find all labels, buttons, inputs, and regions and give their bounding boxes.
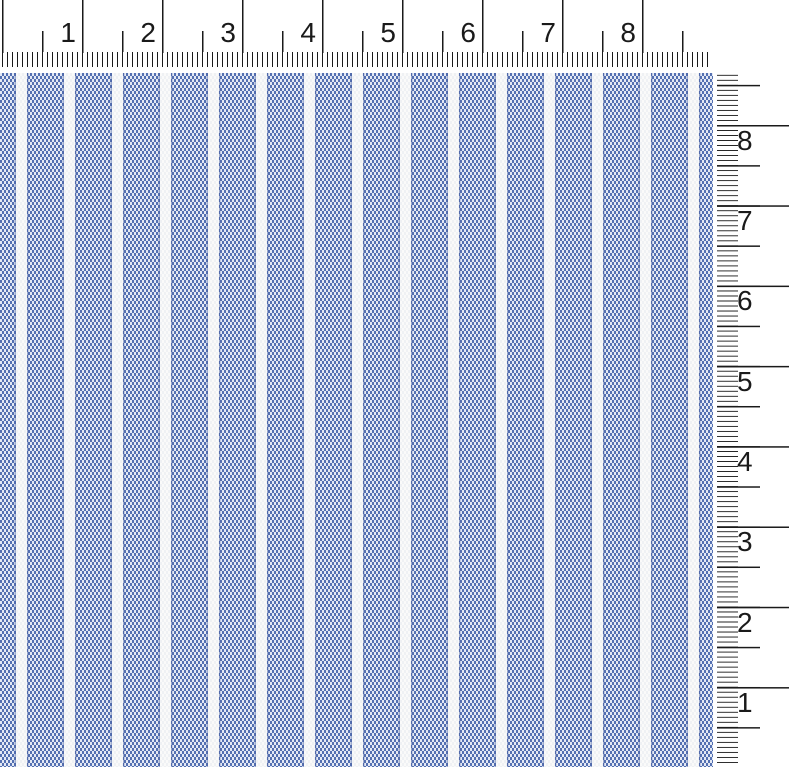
right-ruler-label-8: 8 — [737, 125, 753, 156]
right-ruler-label-7: 7 — [737, 205, 753, 236]
right-ruler-label-6: 6 — [737, 285, 753, 316]
right-ruler-label-1: 1 — [737, 687, 753, 718]
fabric-swatch — [0, 73, 713, 767]
right-ruler-label-3: 3 — [737, 526, 753, 557]
top-ruler-label-4: 4 — [300, 17, 316, 48]
right-ruler-label-2: 2 — [737, 607, 753, 638]
top-ruler-label-2: 2 — [140, 17, 156, 48]
right-ruler-label-4: 4 — [737, 446, 753, 477]
right-ruler: 8 7 6 5 4 3 2 1 — [713, 73, 789, 767]
top-ruler-label-5: 5 — [380, 17, 396, 48]
right-ruler-label-5: 5 — [737, 366, 753, 397]
top-ruler-label-1: 1 — [60, 17, 76, 48]
top-ruler-label-6: 6 — [460, 17, 476, 48]
top-ruler-label-8: 8 — [620, 17, 636, 48]
top-ruler: 1 2 3 4 5 6 7 8 — [0, 0, 712, 73]
top-ruler-label-7: 7 — [540, 17, 556, 48]
top-ruler-label-3: 3 — [220, 17, 236, 48]
